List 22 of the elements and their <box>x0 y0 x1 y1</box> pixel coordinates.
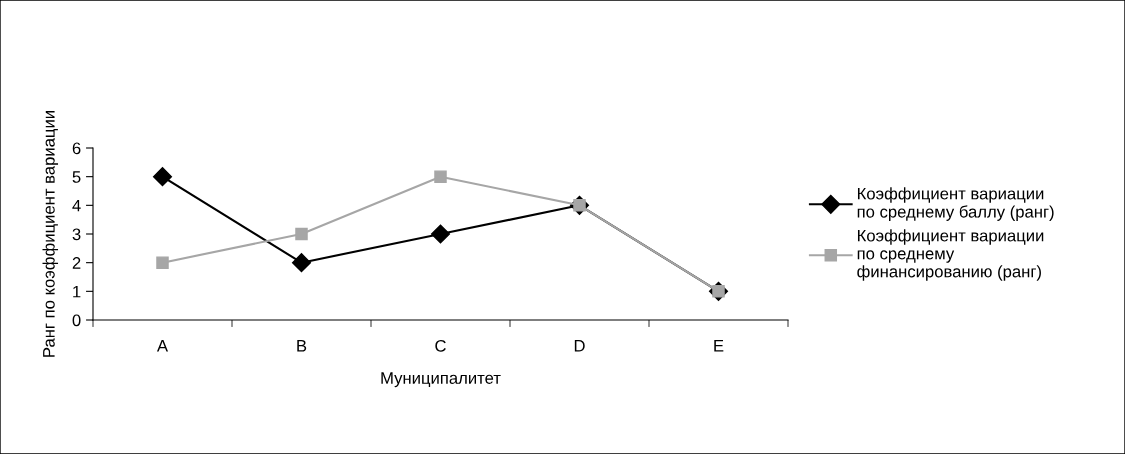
x-tick-label: C <box>435 339 446 352</box>
y-tick-label: 4 <box>72 199 81 212</box>
legend-label: Коэффициент вариации по среднему баллу (ранг) <box>857 187 1054 221</box>
point <box>434 170 447 183</box>
legend-label: Коэффициент вариации по среднему финансированию (ранг) <box>857 229 1044 281</box>
point <box>291 253 312 273</box>
point <box>295 227 308 241</box>
y-tick-label: 2 <box>72 257 81 269</box>
y-tick-label: 0 <box>72 314 81 327</box>
x-tick-label: B <box>297 340 307 352</box>
y-tick-label: 6 <box>72 142 81 155</box>
point <box>152 167 173 187</box>
x-axis-title: Муниципалитет <box>381 372 501 388</box>
point <box>430 224 451 244</box>
x-tick-label: D <box>574 340 585 352</box>
y-tick-label: 3 <box>72 228 81 241</box>
y-tick-label: 1 <box>73 285 81 298</box>
point <box>156 256 169 269</box>
x-tick-label: E <box>714 340 724 352</box>
y-tick-label: 5 <box>72 171 81 183</box>
y-axis-title: Ранг по коэффициент вариации <box>42 111 59 357</box>
x-tick-label: A <box>156 340 169 352</box>
